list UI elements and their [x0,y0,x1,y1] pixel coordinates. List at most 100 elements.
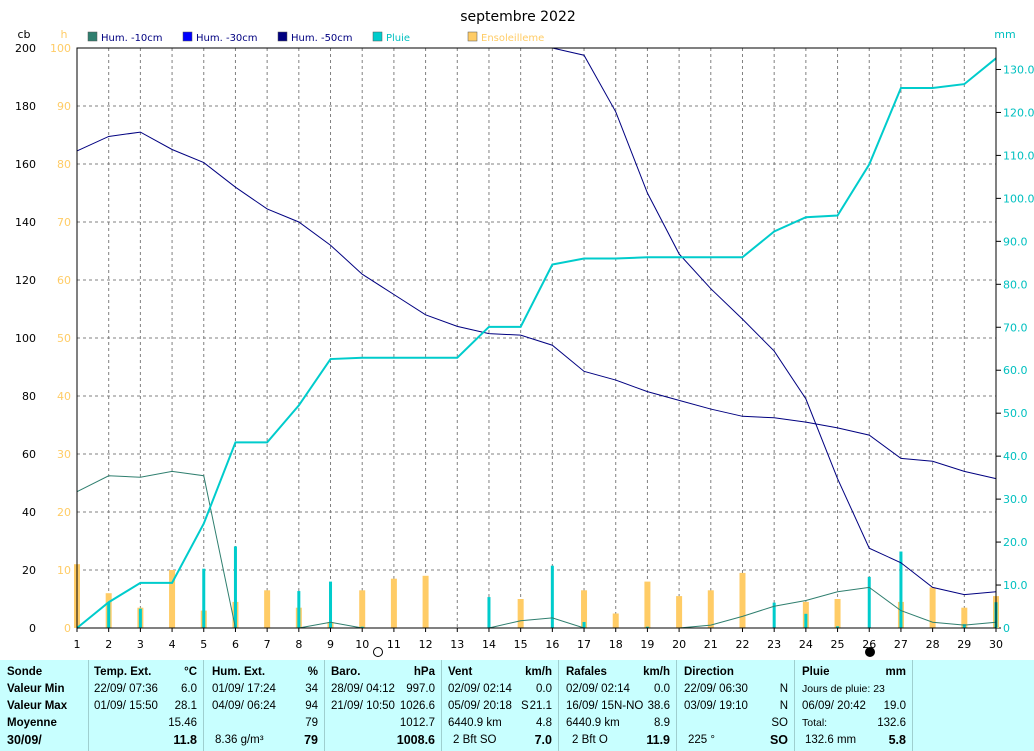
rain-bar [962,624,966,628]
temp-min-ts: 22/09/ 07:36 [94,683,158,695]
rafales-min-ts: 02/09/ 02:14 [566,683,630,695]
hum-header: Hum. Ext. [212,666,266,678]
rafales-min-val: 0.0 [654,683,670,695]
y-tick-label-h: 60 [57,274,71,287]
baro-unit: hPa [413,666,435,678]
chart-grid [76,48,997,628]
x-tick-label: 8 [295,638,302,651]
direction-degrees: 225 ° [688,734,715,746]
y-tick-label-mm: 50.0 [1003,407,1028,420]
rain-bar [550,565,554,628]
y-tick-label-cb: 160 [15,158,36,171]
summary-col-direction: Direction 22/09/ 06:30 N 03/09/ 19:10 N SO… [676,660,795,751]
hum-max-val: 94 [305,700,318,712]
rain-bar [107,602,111,628]
rain-bar [202,568,206,628]
y-tick-label-mm: 110.0 [1003,149,1034,162]
x-tick-label: 4 [169,638,176,651]
full-moon-icon [865,647,875,657]
pluie-rain-days: Jours de pluie: 23 [802,683,885,695]
rain-bar [138,608,142,628]
sunshine-bar [707,590,714,628]
legend-swatch [467,31,478,42]
x-tick-label: 1 [74,638,81,651]
x-tick-label: 3 [137,638,144,651]
pluie-header: Pluie [802,666,830,678]
sunshine-bar [612,613,619,628]
y-tick-label-mm: 90.0 [1003,235,1028,248]
hum-cur-note: 8.36 g/m³ [215,734,264,746]
direction-header: Direction [684,666,734,678]
plot-frame [76,47,997,629]
rain-bar [233,546,237,628]
x-tick-label: 14 [482,638,496,651]
legend-label: Hum. -10cm [101,33,163,44]
row-label-min: Valeur Min [7,683,65,695]
sunshine-bar [517,599,524,628]
y-tick-label-cb: 20 [22,564,36,577]
legend-label: Pluie [386,33,410,44]
baro-max-val: 1026.6 [399,700,435,712]
rain-bar [297,591,301,628]
temp-avg: 15.46 [168,717,197,729]
row-label-avg: Moyenne [7,717,57,729]
direction-max-ts: 03/09/ 19:10 [684,700,748,712]
vent-min-val: 0.0 [536,683,552,695]
y-tick-label-cb: 180 [15,100,36,113]
y-tick-label-h: 90 [57,100,71,113]
x-tick-label: 13 [450,638,464,651]
hum-max-ts: 04/09/ 06:24 [212,700,276,712]
legend-label: Hum. -30cm [196,33,258,44]
vent-max-val: 21.1 [529,700,552,712]
baro-avg: 1012.7 [399,717,435,729]
sunshine-bar [961,607,968,628]
y-tick-label-cb: 140 [15,216,36,229]
y-tick-label-cb: 40 [22,506,36,519]
vent-distance: 6440.9 km [448,717,502,729]
y-tick-label-mm: 0 [1003,622,1010,635]
x-tick-label: 7 [264,638,271,651]
summary-col-vent: Vent km/h 02/09/ 02:14 0.0 05/09/ 20:18 S 21… [441,660,559,751]
baro-min-ts: 28/09/ 04:12 [331,683,395,695]
y-tick-label-h: 10 [57,564,71,577]
summary-col-hum: Hum. Ext.% 01/09/ 17:24 34 04/09/ 06:24 94… [203,660,325,751]
x-tick-label: 20 [672,638,686,651]
x-tick-label: 10 [355,638,369,651]
pluie-unit: mm [885,666,906,678]
y-tick-label-mm: 80.0 [1003,278,1028,291]
rafales-max-val: 38.6 [647,700,670,712]
sunshine-bar [422,575,429,628]
x-tick-label: 2 [105,638,112,651]
y-tick-label-mm: 120.0 [1003,106,1034,119]
temp-header: Temp. Ext. [94,666,152,678]
row-label-max: Valeur Max [7,700,68,712]
chart-title: septembre 2022 [460,9,576,25]
x-tick-label: 15 [514,638,528,651]
x-tick-label: 19 [640,638,654,651]
x-tick-label: 5 [200,638,207,651]
temp-cur: 11.8 [173,733,197,747]
chart-legend: Hum. -10cm Hum. -30cm Hum. -50cm Pluie Ensol… [87,31,544,44]
rafales-avg: 8.9 [654,717,670,729]
y-tick-label-cb: 80 [22,390,36,403]
temp-unit: °C [184,666,197,678]
summary-col-rafales: Rafales km/h 02/09/ 02:14 0.0 16/09/ 15N-N… [558,660,677,751]
rain-bar [645,626,649,628]
direction-min-ts: 22/09/ 06:30 [684,683,748,695]
x-tick-label: 26 [862,638,876,651]
rafales-bft: 2 Bft O [572,734,608,746]
pluie-cur: 5.8 [888,733,906,747]
vent-max-dir: S [521,700,529,712]
sonde-header: Sonde [7,666,43,678]
y-tick-label-cb: 60 [22,448,36,461]
y-tick-label-h: 50 [57,332,71,345]
hum-10cm-line [76,470,997,629]
temp-max-val: 28.1 [174,700,197,712]
sunshine-bar [359,590,366,628]
x-tick-label: 27 [894,638,908,651]
direction-cur: SO [769,733,788,747]
x-tick-label: 28 [926,638,940,651]
x-tick-label: 29 [957,638,971,651]
sunshine-bar [929,587,936,628]
summary-col-pluie: Pluie mm Jours de pluie: 23 06/09/ 20:42 1… [794,660,913,751]
